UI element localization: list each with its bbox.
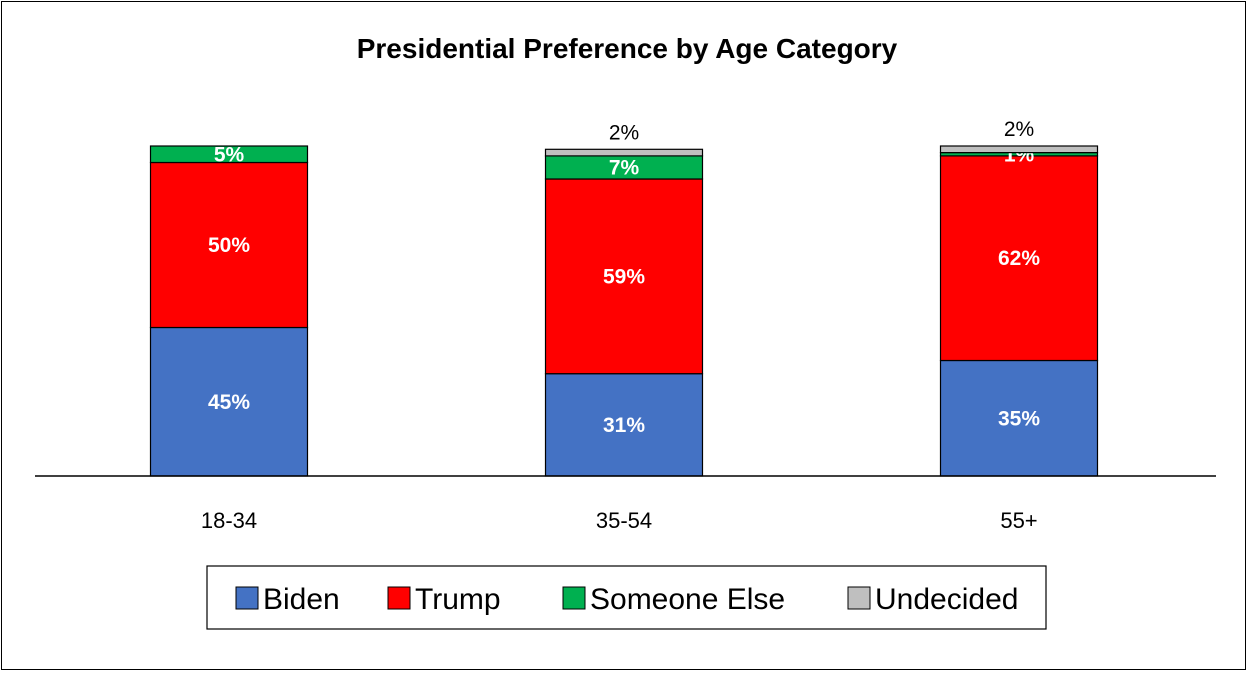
bar-biden-35-54 xyxy=(544,373,704,477)
legend-label-trump: Trump xyxy=(415,583,501,616)
data-label-biden-35-54: 31% xyxy=(603,414,645,437)
data-label-undecided-35-54: 2% xyxy=(609,121,639,144)
bar-undecided-35-54 xyxy=(544,148,704,157)
legend-label-biden: Biden xyxy=(263,583,340,616)
legend-box xyxy=(206,565,1047,630)
chart-title: Presidential Preference by Age Category xyxy=(357,33,898,64)
legend-items: Biden Trump Someone Else Undecided xyxy=(235,583,1018,616)
x-tick-labels: 18-34 35-54 55+ xyxy=(201,508,1038,533)
x-tick-label-35-54: 35-54 xyxy=(596,508,652,533)
legend: Biden Trump Someone Else Undecided xyxy=(206,565,1047,630)
legend-swatch-someone-else xyxy=(562,586,586,610)
bar-biden-18-34 xyxy=(149,326,309,477)
data-label-undecided-55: 2% xyxy=(1004,118,1034,141)
bar-trump-55 xyxy=(939,155,1099,362)
data-label-someone-else-35-54: 7% xyxy=(609,156,640,179)
x-tick-label-18-34: 18-34 xyxy=(201,508,257,533)
data-label-trump-55: 62% xyxy=(998,247,1040,270)
bars-layer: 45%50%5%31%59%7%2%35%62%1%2% xyxy=(149,118,1099,477)
legend-swatch-trump xyxy=(387,586,411,610)
bar-trump-35-54 xyxy=(544,178,704,375)
legend-swatch-biden xyxy=(235,586,259,610)
legend-label-undecided: Undecided xyxy=(875,583,1018,616)
legend-label-someone-else: Someone Else xyxy=(590,583,785,616)
data-label-biden-55: 35% xyxy=(998,407,1040,430)
data-label-biden-18-34: 45% xyxy=(208,391,250,414)
data-label-trump-35-54: 59% xyxy=(603,265,645,288)
data-label-trump-18-34: 50% xyxy=(208,234,250,257)
bar-someone-else-18-34 xyxy=(149,145,309,164)
bar-undecided-55 xyxy=(939,145,1099,154)
legend-swatch-undecided xyxy=(847,586,871,610)
bar-biden-55 xyxy=(939,359,1099,477)
data-label-someone-else-18-34: 5% xyxy=(214,143,245,166)
x-tick-label-55: 55+ xyxy=(1000,508,1037,533)
